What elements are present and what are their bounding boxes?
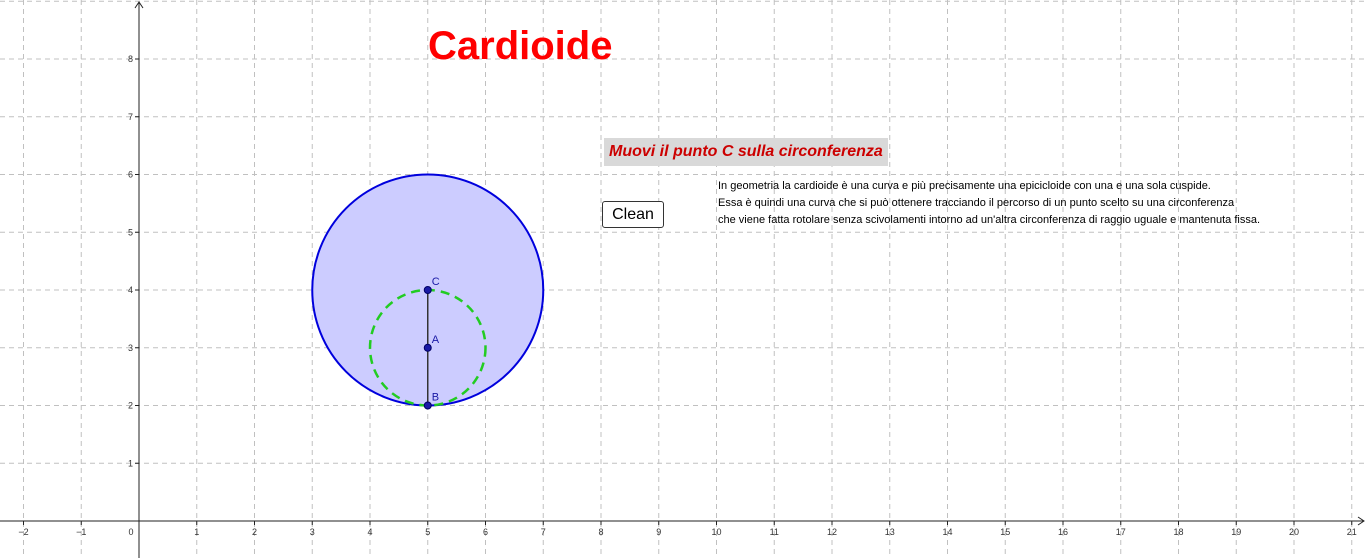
x-tick-label: 2: [252, 527, 257, 537]
y-tick-label: 1: [128, 458, 133, 468]
y-tick-label: 5: [128, 227, 133, 237]
y-tick-label: 8: [128, 54, 133, 64]
x-tick-label: 13: [885, 527, 895, 537]
page-title: Cardioide: [428, 24, 613, 68]
x-tick-label: 6: [483, 527, 488, 537]
x-tick-label: 0: [128, 527, 133, 537]
y-tick-label: 4: [128, 285, 133, 295]
x-tick-label: 10: [711, 527, 721, 537]
point-marker: [423, 343, 432, 352]
shapes: C A B: [311, 173, 545, 410]
point-label: C: [432, 276, 440, 288]
description-line: Essa è quindi una curva che si può otten…: [718, 197, 1235, 209]
point-a: A: [423, 334, 440, 352]
x-tick-label: 5: [425, 527, 430, 537]
x-tick-label: 1: [194, 527, 199, 537]
x-tick-label: 11: [770, 527, 779, 537]
description-line: che viene fatta rotolare senza scivolame…: [718, 214, 1261, 226]
point-marker: [423, 401, 432, 410]
x-tick-label: 14: [942, 527, 952, 537]
point-b: B: [423, 392, 439, 410]
instruction-label: Muovi il punto C sulla circonferenza: [604, 138, 888, 166]
point-c[interactable]: C: [423, 276, 440, 294]
y-tick-label: 6: [128, 170, 133, 180]
x-tick-label: 15: [1000, 527, 1010, 537]
x-tick-label: 21: [1347, 527, 1357, 537]
x-tick-label: 16: [1058, 527, 1068, 537]
point-marker[interactable]: [423, 286, 432, 294]
point-label: B: [432, 392, 439, 404]
description-text: In geometria la cardioide è una curva e …: [718, 178, 1260, 229]
y-tick-label: 2: [128, 401, 133, 411]
x-tick-label: 7: [541, 527, 546, 537]
x-tick-label: 20: [1289, 527, 1299, 537]
x-tick-label: 8: [598, 527, 603, 537]
y-tick-label: 7: [128, 112, 133, 122]
x-tick-label: 19: [1231, 527, 1241, 537]
point-label: A: [432, 334, 440, 346]
x-tick-label: 9: [656, 527, 661, 537]
x-tick-label: 17: [1116, 527, 1126, 537]
y-tick-label: 3: [128, 343, 133, 353]
x-tick-label: 18: [1173, 527, 1183, 537]
x-tick-label: −1: [76, 527, 86, 537]
x-tick-label: 3: [310, 527, 315, 537]
x-tick-label: 12: [827, 527, 837, 537]
x-axis-arrow: [1357, 516, 1365, 526]
x-tick-label: 4: [367, 527, 372, 537]
clean-button[interactable]: Clean: [602, 201, 664, 228]
description-line: In geometria la cardioide è una curva e …: [718, 180, 1211, 192]
y-axis-arrow: [134, 1, 144, 9]
x-tick-label: −2: [18, 527, 28, 537]
